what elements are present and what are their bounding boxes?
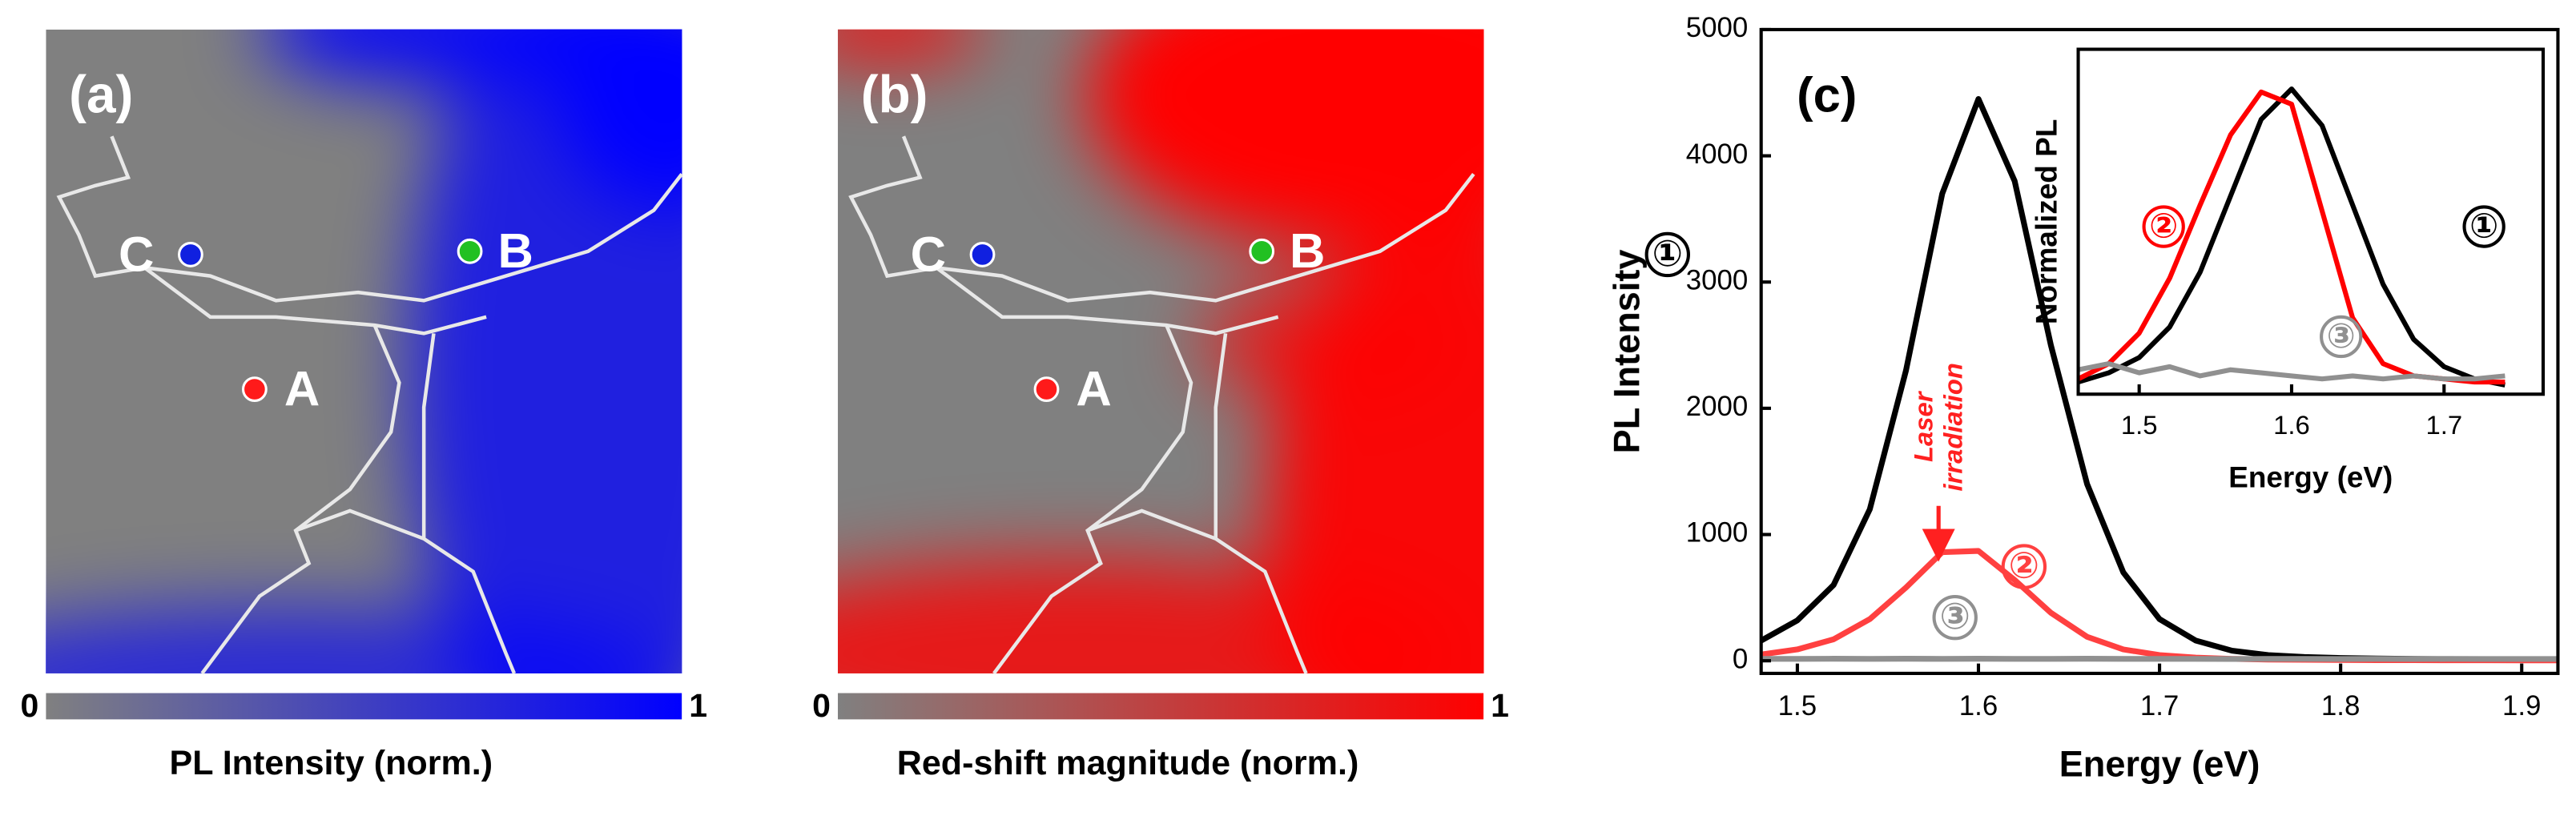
series-marker-ring (2142, 205, 2185, 248)
map-panel: A B C (b) (838, 29, 1484, 675)
series-marker-ring (2001, 544, 2047, 589)
series-marker-ring (1932, 594, 1978, 641)
annotation: Laser (1908, 390, 1938, 462)
measurement-point (1033, 376, 1060, 403)
x-tick-label: 1.9 (2502, 690, 2541, 721)
map-signal (46, 29, 682, 673)
x-tick-label: 1.5 (2121, 410, 2158, 440)
colorbar-label: PL Intensity (norm.) (170, 744, 493, 782)
x-axis-label: Energy (eV) (2059, 744, 2260, 785)
map-area (838, 29, 1484, 673)
panel-label: (a) (69, 65, 133, 123)
colorbar-label: Red-shift magnitude (norm.) (897, 744, 1359, 782)
panel-label: (c) (1797, 67, 1857, 123)
series-name: ③ (2327, 317, 2356, 356)
point-label: C (911, 227, 946, 282)
series-marker-ring (2462, 205, 2506, 248)
grain-boundary (992, 324, 1193, 675)
series-marker-ring (1644, 231, 1690, 278)
map-signal-region (1084, 29, 1484, 251)
grain-boundary (1214, 333, 1228, 539)
y-tick-label: 4000 (1686, 139, 1749, 170)
panel-label: (b) (861, 65, 928, 123)
grain-boundary (56, 135, 683, 303)
colorbar-tick-label: 1 (689, 687, 707, 724)
series-name: ① (1652, 233, 1683, 274)
point-label: B (1290, 223, 1325, 279)
x-tick-label: 1.7 (2425, 410, 2462, 440)
map-area (46, 29, 682, 673)
measurement-point (1249, 238, 1275, 264)
point-label: A (284, 361, 320, 416)
measurement-point (457, 238, 483, 264)
map-signal-region (260, 29, 622, 87)
map-signal-region (46, 604, 670, 673)
colorbar-tick-label: 0 (21, 687, 39, 724)
series-name: ② (2009, 545, 2039, 586)
series-group (2078, 86, 2506, 388)
grain-boundary (421, 333, 436, 539)
x-tick-label: 1.5 (1778, 690, 1817, 721)
map-signal-region (555, 29, 682, 211)
series-name: ② (2149, 207, 2178, 245)
map-signal-region (838, 29, 986, 62)
series-name: ③ (1940, 596, 1970, 637)
x-tick-label: 1.6 (2273, 410, 2310, 440)
series-group (1761, 96, 2558, 664)
series-name: ① (2469, 207, 2498, 245)
measurement-point (178, 242, 203, 267)
map-panel: A B C (a) (46, 29, 683, 675)
grain-boundary (295, 508, 517, 674)
series-line (2078, 86, 2506, 388)
grain-boundary (848, 135, 1475, 303)
colorbar (838, 693, 1484, 720)
colorbar-tick-label: 0 (812, 687, 831, 724)
measurement-point (969, 242, 996, 267)
map-signal (838, 29, 1484, 673)
map-signal-region (1199, 275, 1463, 408)
grain-boundary (200, 324, 401, 675)
y-tick-label: 3000 (1686, 264, 1749, 295)
measurement-point (242, 376, 268, 403)
x-tick-label: 1.7 (2140, 690, 2179, 721)
point-label: C (119, 227, 154, 282)
series-marker-ring (2320, 315, 2363, 359)
y-tick-label: 5000 (1686, 12, 1749, 43)
x-tick-label: 1.6 (1959, 690, 1998, 721)
grain-boundary (935, 266, 1279, 336)
grain-boundary (143, 266, 487, 336)
point-label: B (497, 223, 533, 279)
point-label: A (1076, 361, 1111, 416)
y-tick-label: 0 (1733, 643, 1748, 674)
y-tick-label: 1000 (1686, 517, 1749, 549)
annotation: irradiation (1938, 363, 1967, 491)
y-axis-label: Normalized PL (2030, 119, 2063, 324)
x-axis-label: Energy (eV) (2228, 461, 2393, 494)
plot-frame (2076, 47, 2546, 396)
map-signal-region (838, 555, 1463, 673)
colorbar-tick-label: 1 (1491, 687, 1509, 724)
series-line (2078, 361, 2506, 382)
grain-boundary (1087, 508, 1308, 674)
x-tick-label: 1.8 (2321, 690, 2360, 721)
y-tick-label: 2000 (1686, 391, 1749, 422)
y-axis-label: PL Intensity (1607, 250, 1648, 454)
colorbar (46, 693, 682, 720)
